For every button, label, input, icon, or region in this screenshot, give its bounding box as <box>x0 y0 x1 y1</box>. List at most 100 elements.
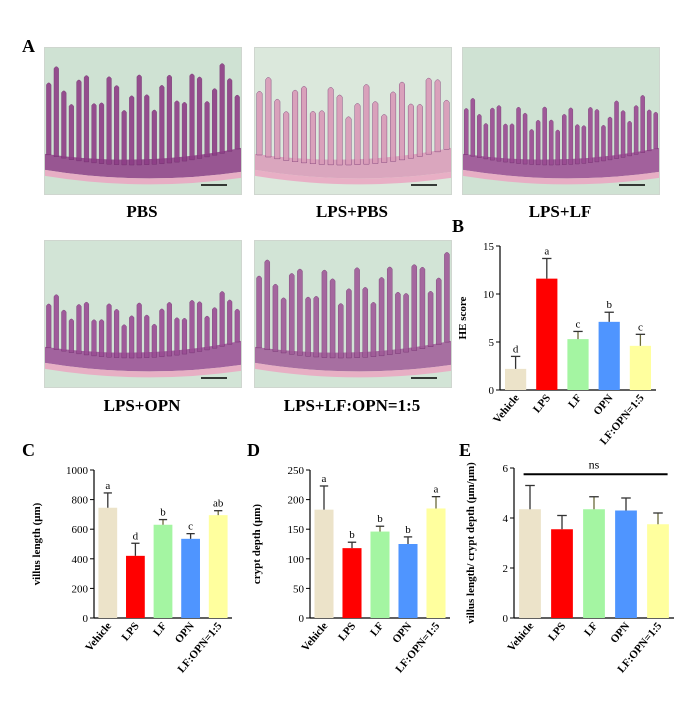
bar <box>426 508 445 618</box>
villus <box>84 302 89 355</box>
villus <box>310 111 316 164</box>
villus <box>46 83 51 155</box>
chart-he-score: 051015HE scoredVehicleaLPScLFbOPNcLF:OPN… <box>452 236 672 436</box>
significance-letter: a <box>544 245 549 257</box>
significance-letter: b <box>349 529 355 541</box>
villus <box>387 267 392 355</box>
villus <box>266 77 272 157</box>
villus <box>227 79 232 152</box>
villus <box>634 105 638 154</box>
villus <box>227 300 232 344</box>
villus <box>292 90 298 162</box>
villus <box>510 124 514 163</box>
villus <box>536 120 540 165</box>
villus <box>615 101 619 159</box>
villus <box>175 101 180 162</box>
villus <box>346 289 351 358</box>
panel-label-c: C <box>22 440 35 461</box>
villus <box>523 113 527 164</box>
chart-villus-crypt-ratio: 0246villus length/ crypt depth (μm/μm)Ve… <box>460 460 686 690</box>
villus <box>160 309 165 357</box>
significance-letter: d <box>133 530 139 542</box>
villus <box>129 96 134 165</box>
x-tick-label: Vehicle <box>505 620 536 654</box>
micrograph-pbs-image <box>45 48 241 194</box>
villus <box>435 80 441 152</box>
villus <box>647 110 651 151</box>
micrograph-caption-pbs: PBS <box>44 202 240 222</box>
villus <box>412 265 417 351</box>
villus <box>503 124 507 162</box>
villus <box>314 296 319 357</box>
villus <box>444 252 449 342</box>
x-tick-label: LPS <box>531 392 553 415</box>
villus <box>322 270 327 358</box>
villus <box>197 302 202 352</box>
villus <box>220 63 225 153</box>
villus <box>92 320 97 356</box>
bar <box>551 529 573 618</box>
micrograph-lps-lf-opn-image <box>255 241 451 387</box>
villus <box>114 85 119 164</box>
bar <box>126 556 145 618</box>
bar <box>583 509 605 618</box>
micrograph-lps-opn <box>44 240 242 388</box>
villus <box>338 303 343 358</box>
villus <box>517 107 521 163</box>
micrograph-lps-opn-image <box>45 241 241 387</box>
y-tick-label: 10 <box>483 289 495 301</box>
villus <box>235 309 240 342</box>
villus <box>167 302 172 356</box>
significance-letter: b <box>377 513 383 525</box>
villus <box>220 291 225 346</box>
bar <box>314 510 333 618</box>
bar <box>98 508 117 618</box>
significance-letter: b <box>405 524 411 536</box>
y-tick-label: 5 <box>489 337 495 349</box>
villus <box>595 109 599 162</box>
y-tick-label: 0 <box>83 613 89 625</box>
panel-label-e: E <box>459 440 471 461</box>
villus <box>283 112 289 161</box>
bar <box>536 279 557 390</box>
panel-label-d: D <box>247 440 260 461</box>
villus <box>404 293 409 352</box>
villus <box>107 304 112 358</box>
villus <box>363 287 368 357</box>
x-tick-label: LF <box>582 620 600 639</box>
y-tick-label: 0 <box>299 613 305 625</box>
significance-letter: a <box>322 473 327 485</box>
bar <box>599 322 620 390</box>
villus <box>569 108 573 165</box>
bar <box>181 539 200 618</box>
villus <box>549 120 553 165</box>
villus <box>601 125 605 161</box>
y-tick-label: 150 <box>288 524 305 536</box>
bar <box>630 346 651 390</box>
micrograph-pbs <box>44 47 242 195</box>
villus <box>477 114 481 157</box>
villus <box>190 74 195 160</box>
panel-label-a: A <box>22 36 35 57</box>
villus <box>77 304 82 353</box>
bar <box>647 524 669 618</box>
villus <box>355 103 361 164</box>
villus <box>46 304 51 348</box>
villus <box>77 80 82 161</box>
villus <box>530 129 534 164</box>
villus <box>621 111 625 158</box>
villus <box>62 91 67 158</box>
x-tick-label: LF <box>151 620 169 639</box>
significance-label: ns <box>589 457 600 471</box>
micrograph-caption-lps-lf: LPS+LF <box>462 202 658 222</box>
villus <box>436 278 441 345</box>
bar <box>342 548 361 618</box>
villus <box>69 104 74 159</box>
significance-letter: c <box>638 321 643 333</box>
villus <box>297 269 302 355</box>
villus <box>235 95 240 149</box>
y-tick-label: 2 <box>503 563 509 575</box>
villus <box>114 309 119 357</box>
x-tick-label: LPS <box>120 620 142 643</box>
villus <box>62 310 67 351</box>
